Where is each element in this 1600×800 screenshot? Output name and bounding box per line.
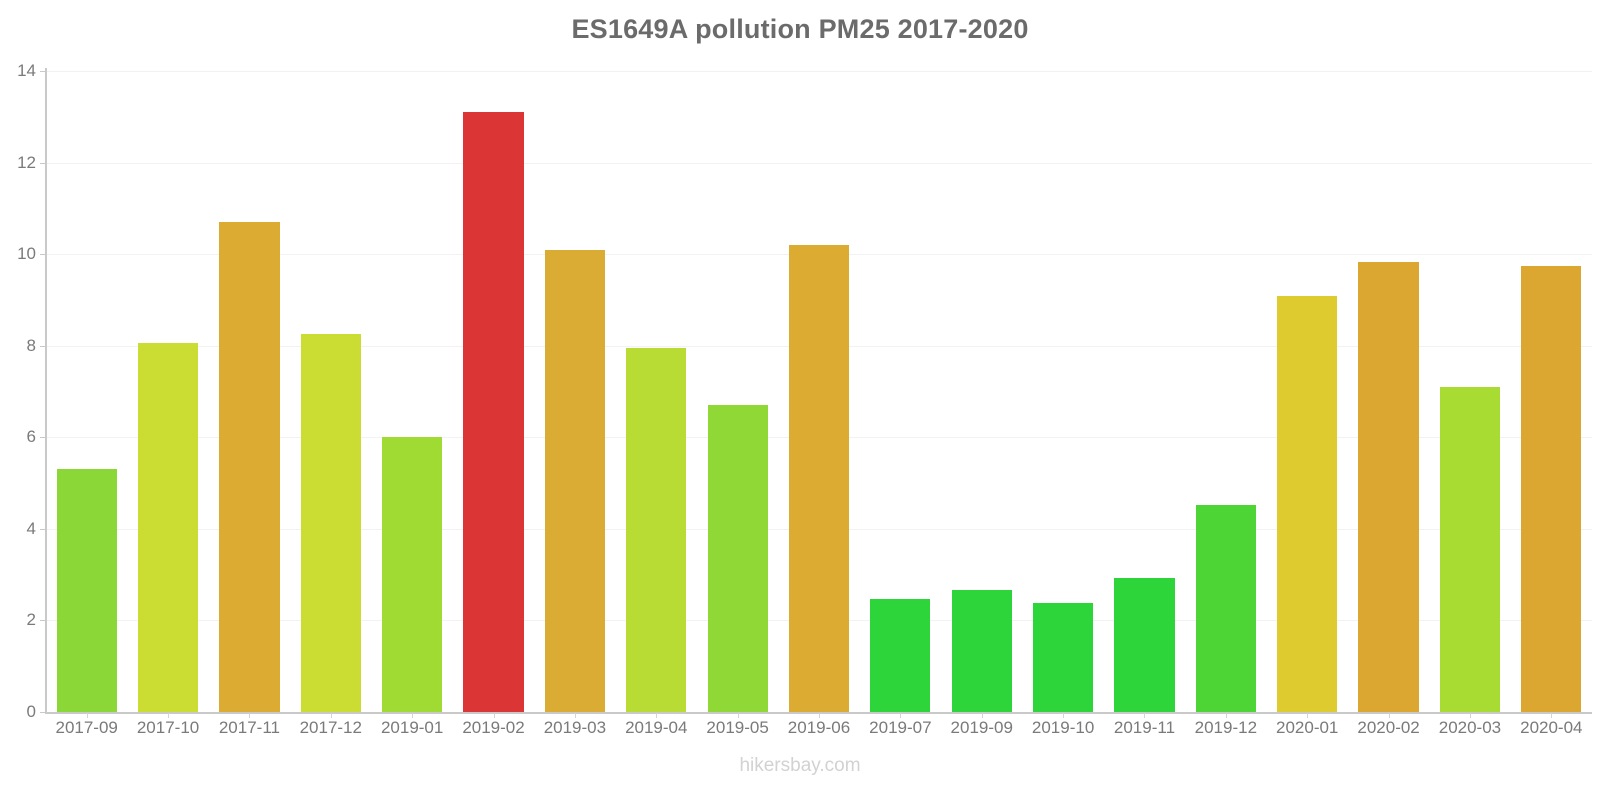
x-tick-mark-2019-06 (819, 713, 820, 718)
y-tick-label-2: 2 (26, 610, 36, 630)
y-tick-mark-6 (40, 437, 46, 439)
bar-2017-11[interactable] (219, 222, 280, 712)
y-tick-label-12: 12 (17, 152, 36, 172)
x-tick-mark-2019-07 (900, 713, 902, 718)
x-tick-mark-2019-04 (656, 713, 658, 718)
y-tick-mark-2 (40, 620, 46, 622)
x-tick-mark-2020-04 (1551, 713, 1553, 718)
x-tick-label-2019-12: 2019-12 (1194, 718, 1258, 737)
x-tick-label-2019-09: 2019-09 (950, 718, 1013, 737)
bar-2020-04[interactable] (1521, 265, 1582, 712)
x-tick-mark-2019-02 (493, 713, 495, 718)
x-tick-mark-2019-01 (412, 713, 414, 718)
x-tick-label-2019-11: 2019-11 (1113, 718, 1176, 737)
x-tick-label-2019-04: 2019-04 (625, 718, 688, 737)
y-tick-label-4: 4 (26, 518, 36, 538)
x-tick-mark-2020-01 (1307, 713, 1309, 718)
bar-2019-05[interactable] (707, 405, 768, 712)
y-tick-label-10: 10 (17, 244, 36, 264)
bar-2019-11[interactable] (1114, 578, 1175, 712)
y-tick-mark-12 (40, 162, 46, 164)
y-tick-mark-0 (40, 712, 46, 713)
bar-2019-06[interactable] (788, 245, 850, 712)
x-tick-mark-2017-11 (249, 713, 251, 718)
y-tick-mark-8 (40, 345, 46, 347)
x-tick-label-2020-02: 2020-02 (1357, 718, 1420, 737)
bar-2019-02[interactable] (463, 112, 524, 712)
x-tick-label-2020-04: 2020-04 (1520, 718, 1583, 737)
bar-2019-03[interactable] (544, 249, 605, 712)
x-tick-mark-2019-10 (1063, 713, 1065, 718)
x-tick-label-2020-01: 2020-01 (1276, 718, 1339, 737)
bar-2019-10[interactable] (1032, 603, 1094, 712)
y-tick-label-6: 6 (26, 427, 36, 447)
y-axis-line (45, 68, 47, 714)
chart-title: ES1649A pollution PM25 2017-2020 (571, 14, 1029, 44)
bar-2019-04[interactable] (626, 348, 687, 712)
bar-2020-03[interactable] (1439, 386, 1501, 712)
x-tick-label-2020-03: 2020-03 (1438, 718, 1502, 737)
x-tick-mark-2019-05 (737, 713, 739, 718)
bar-2017-12[interactable] (300, 334, 361, 712)
x-tick-label-2019-02: 2019-02 (462, 718, 525, 737)
x-tick-label-2019-10: 2019-10 (1031, 718, 1095, 737)
x-tick-label-2019-03: 2019-03 (543, 718, 607, 737)
x-tick-mark-2019-09 (981, 713, 983, 718)
gridline-14 (46, 71, 1592, 72)
x-tick-label-2017-12: 2017-12 (299, 718, 362, 737)
y-tick-label-14: 14 (17, 61, 36, 80)
x-tick-label-2019-05: 2019-05 (706, 718, 769, 737)
bar-2019-01[interactable] (382, 437, 443, 712)
x-tick-mark-2020-02 (1388, 713, 1390, 718)
bars-layer (46, 0, 1592, 712)
bar-2017-09[interactable] (56, 469, 117, 712)
x-tick-mark-2019-12 (1225, 713, 1227, 718)
y-tick-mark-4 (40, 528, 46, 530)
x-tick-label-2017-09: 2017-09 (55, 718, 118, 737)
y-tick-mark-10 (40, 254, 46, 256)
x-tick-mark-2019-03 (574, 713, 576, 718)
bar-2019-12[interactable] (1195, 504, 1256, 712)
bar-2017-10[interactable] (137, 343, 199, 712)
bar-2020-02[interactable] (1358, 261, 1419, 712)
x-tick-mark-2017-10 (168, 713, 170, 718)
x-tick-label-2019-01: 2019-01 (380, 718, 444, 737)
y-tick-label-8: 8 (26, 335, 36, 355)
bar-2019-07[interactable] (870, 598, 931, 712)
y-tick-mark-14 (40, 71, 46, 72)
bar-2020-01[interactable] (1277, 296, 1338, 712)
x-tick-mark-2019-11 (1144, 713, 1146, 718)
bar-2019-09[interactable] (951, 590, 1012, 712)
x-tick-label-2017-10: 2017-10 (136, 718, 200, 737)
x-tick-mark-2020-03 (1469, 713, 1471, 718)
x-tick-label-2019-07: 2019-07 (869, 718, 932, 737)
y-tick-label-0: 0 (26, 702, 36, 721)
x-tick-label-2017-11: 2017-11 (218, 718, 280, 737)
x-tick-mark-2017-12 (330, 713, 332, 718)
x-tick-label-2019-06: 2019-06 (787, 718, 851, 737)
gridline-12 (46, 162, 1592, 164)
footer-credit: hikersbay.com (739, 755, 861, 776)
x-tick-mark-2017-09 (86, 713, 88, 718)
